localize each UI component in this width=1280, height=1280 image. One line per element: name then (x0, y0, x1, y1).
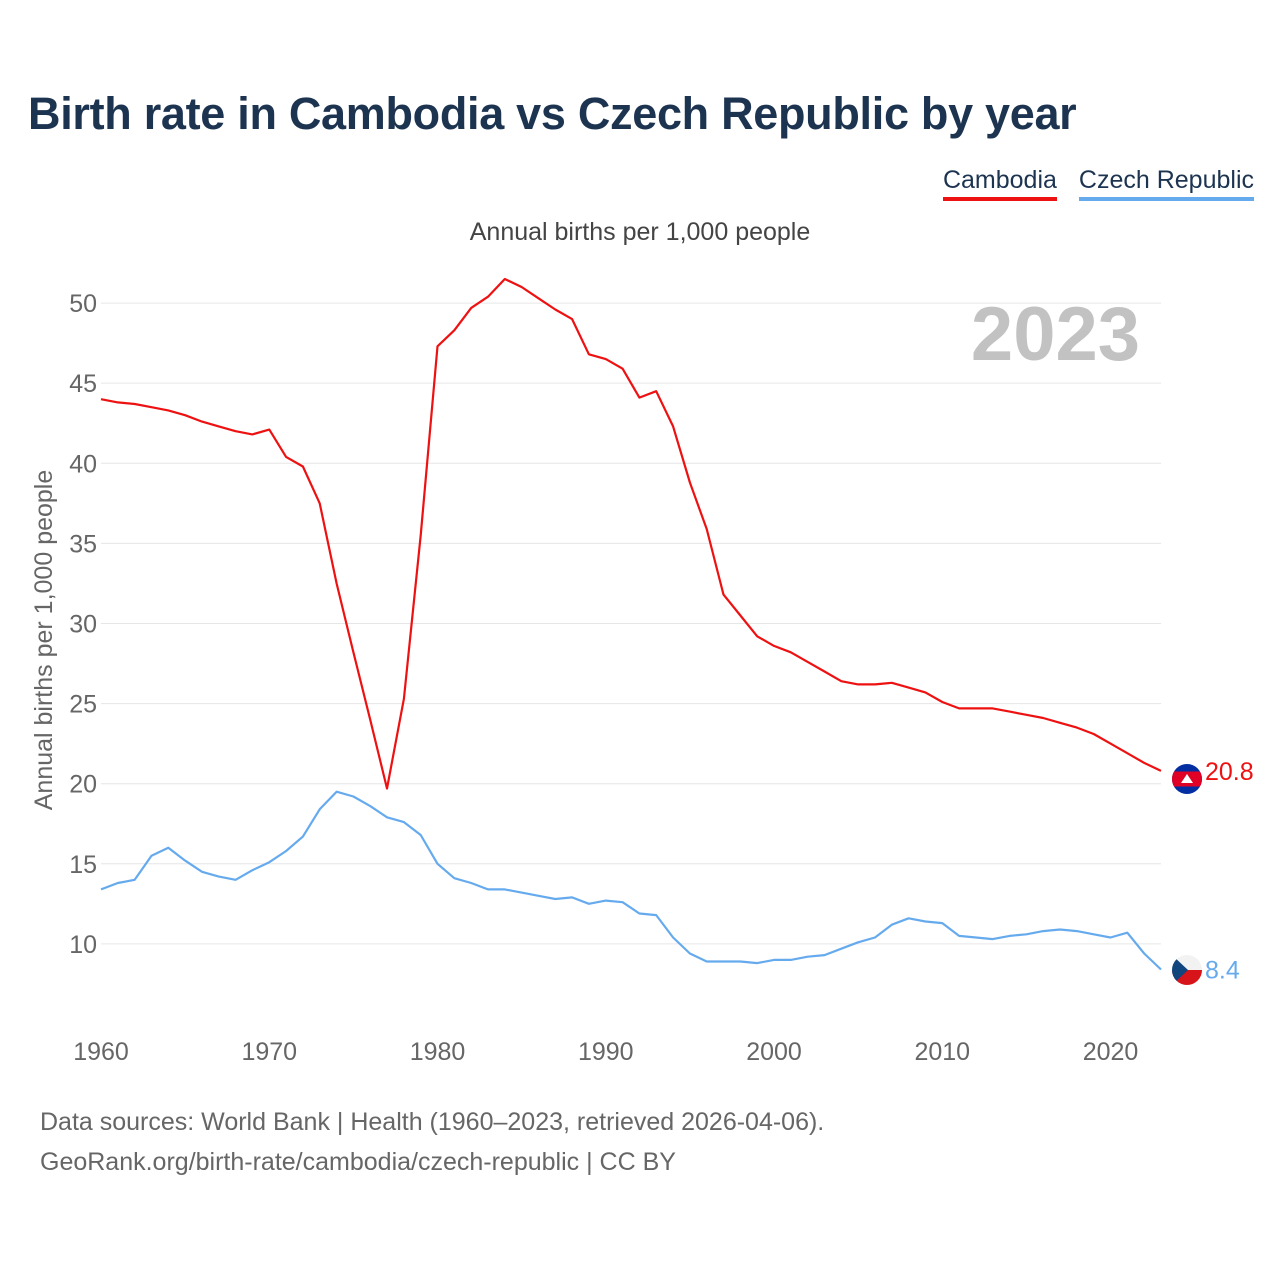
y-tick-label: 30 (69, 610, 97, 638)
x-tick-label: 1960 (73, 1038, 129, 1066)
y-tick-label: 10 (69, 931, 97, 959)
cambodia-flag-icon (1172, 764, 1202, 794)
series-line-czech-republic (100, 790, 1162, 971)
y-tick-label: 45 (69, 370, 97, 398)
y-tick-label: 50 (69, 290, 97, 318)
legend-item-cambodia[interactable]: Cambodia (942, 166, 1057, 201)
footer-link[interactable]: GeoRank.org/birth-rate/cambodia/czech-re… (40, 1148, 676, 1176)
y-axis-title: Annual births per 1,000 people (30, 470, 58, 811)
end-value-label-cambodia: 20.8 (1205, 758, 1254, 786)
legend: Cambodia Czech Republic (942, 166, 1254, 201)
y-tick-label: 20 (69, 771, 97, 799)
x-tick-label: 1980 (410, 1038, 466, 1066)
x-tick-label: 1990 (578, 1038, 634, 1066)
x-tick-label: 2020 (1083, 1038, 1139, 1066)
x-tick-label: 2010 (914, 1038, 970, 1066)
series-line-cambodia (100, 277, 1162, 790)
y-tick-label: 40 (69, 450, 97, 478)
x-tick-label: 2000 (746, 1038, 802, 1066)
czech-republic-flag-icon (1172, 955, 1202, 985)
legend-item-czech-republic[interactable]: Czech Republic (1078, 166, 1254, 201)
year-label: 2023 (971, 292, 1140, 377)
y-tick-label: 35 (69, 530, 97, 558)
y-tick-label: 15 (69, 851, 97, 879)
end-value-label-czech-republic: 8.4 (1205, 957, 1240, 985)
y-tick-label: 25 (69, 691, 97, 719)
line-chart: 2023 Annual births per 1,000 people 10 15… (30, 277, 1254, 1066)
x-tick-label: 1970 (241, 1038, 297, 1066)
footer-sources: Data sources: World Bank | Health (1960–… (40, 1108, 825, 1136)
chart-title: Birth rate in Cambodia vs Czech Republic… (28, 88, 1077, 139)
chart-subtitle: Annual births per 1,000 people (469, 218, 811, 246)
